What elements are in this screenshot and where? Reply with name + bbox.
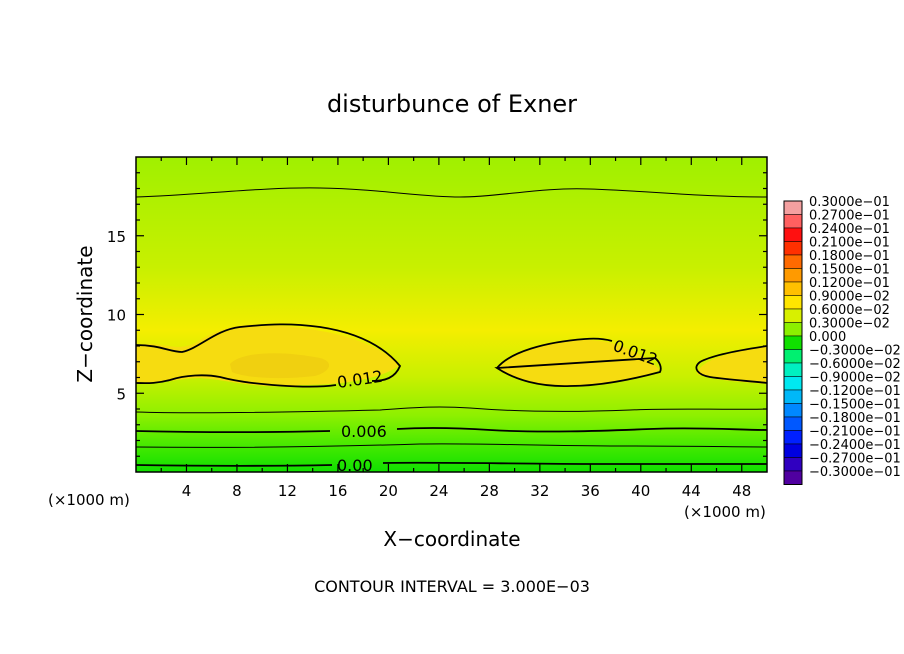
colorbar-label: 0.3000e−02: [809, 317, 890, 332]
colorbar-label: −0.1200e−01: [809, 384, 901, 399]
colorbar-label: −0.6000e−02: [809, 357, 901, 372]
colorbar-label: 0.2100e−01: [809, 236, 890, 251]
colorbar-swatch: [783, 335, 803, 350]
contour-line-right-lobe: [695, 345, 767, 384]
colorbar-label: 0.000: [809, 330, 846, 345]
x-tick-label: 48: [732, 482, 751, 500]
contour-label-006: 0.006: [341, 422, 387, 441]
colorbar-swatch: [783, 376, 803, 391]
x-tick-label: 24: [429, 482, 448, 500]
contour-line-left-lobe: [136, 323, 402, 388]
colorbar-swatch: [783, 322, 803, 337]
x-tick-label: 20: [379, 482, 398, 500]
contour-field: [136, 157, 767, 472]
colorbar-label: 0.3000e−01: [809, 195, 890, 210]
x-tick-label: 40: [631, 482, 650, 500]
colorbar: 0.3000e−010.2700e−010.2400e−010.2100e−01…: [783, 195, 901, 485]
x-tick-label: 8: [232, 482, 242, 500]
colorbar-swatch: [783, 241, 803, 256]
x-tick-label: 12: [278, 482, 297, 500]
colorbar-label: −0.3000e−02: [809, 344, 901, 359]
colorbar-label: 0.9000e−02: [809, 290, 890, 305]
colorbar-swatch: [783, 457, 803, 472]
contour-lines: [136, 187, 767, 467]
y-unit-label: (×1000 m): [48, 491, 130, 509]
contour-line-006: [136, 427, 767, 434]
field-lobe-core: [230, 353, 330, 379]
y-tick-label: 10: [107, 307, 126, 325]
x-axis-title: X−coordinate: [383, 527, 520, 551]
colorbar-swatch: [783, 281, 803, 296]
colorbar-swatch: [783, 403, 803, 418]
colorbar-swatch: [783, 389, 803, 404]
x-unit-label: (×1000 m): [684, 503, 766, 521]
field-background: [136, 157, 767, 472]
colorbar-swatch: [783, 268, 803, 283]
colorbar-swatch: [783, 308, 803, 323]
colorbar-label: −0.3000e−01: [809, 465, 901, 480]
colorbar-swatch: [783, 470, 803, 485]
field-lobe-right: [697, 346, 767, 384]
colorbar-label: −0.9000e−02: [809, 371, 901, 386]
contour-interval-note: CONTOUR INTERVAL = 3.000E−03: [314, 577, 590, 596]
colorbar-frame: [783, 200, 803, 485]
y-axis-title: Z−coordinate: [73, 245, 97, 382]
colorbar-label: 0.6000e−02: [809, 303, 890, 318]
x-tick-label: 32: [530, 482, 549, 500]
colorbar-label: 0.1800e−01: [809, 249, 890, 264]
colorbar-label: 0.2700e−01: [809, 209, 890, 224]
y-tick-label: 5: [116, 385, 126, 403]
colorbar-label: 0.1200e−01: [809, 276, 890, 291]
colorbar-swatch: [783, 443, 803, 458]
colorbar-label: −0.2700e−01: [809, 452, 901, 467]
colorbar-swatch: [783, 430, 803, 445]
contour-line-lower-thin: [136, 406, 767, 414]
chart-title: disturbunce of Exner: [327, 90, 577, 118]
colorbar-swatch: [783, 200, 803, 215]
colorbar-swatch: [783, 416, 803, 431]
colorbar-swatch: [783, 214, 803, 229]
x-tick-label: 36: [581, 482, 600, 500]
colorbar-swatch: [783, 295, 803, 310]
colorbar-swatch: [783, 362, 803, 377]
y-tick-label: 15: [107, 228, 126, 246]
x-tick-label: 4: [182, 482, 192, 500]
colorbar-swatch: [783, 349, 803, 364]
x-tick-label: 16: [328, 482, 347, 500]
colorbar-label: 0.2400e−01: [809, 222, 890, 237]
x-axis-ticks: 4 8 12 16 20 24 28 32 36 40 44 48: [160, 157, 751, 500]
contour-line-000: [136, 461, 767, 467]
colorbar-label: −0.1800e−01: [809, 411, 901, 426]
contour-line-mid-lobe: [494, 337, 662, 387]
colorbar-label: −0.2100e−01: [809, 425, 901, 440]
contour-line-lower-thin-2: [136, 443, 767, 448]
colorbar-label: −0.1500e−01: [809, 398, 901, 413]
x-tick-label: 44: [682, 482, 701, 500]
colorbar-swatch: [783, 254, 803, 269]
colorbar-swatch: [783, 227, 803, 242]
contour-line-upper: [136, 187, 767, 198]
x-tick-label: 28: [480, 482, 499, 500]
y-axis-ticks: 5 10 15: [107, 172, 767, 457]
colorbar-label: −0.2400e−01: [809, 438, 901, 453]
colorbar-label: 0.1500e−01: [809, 263, 890, 278]
